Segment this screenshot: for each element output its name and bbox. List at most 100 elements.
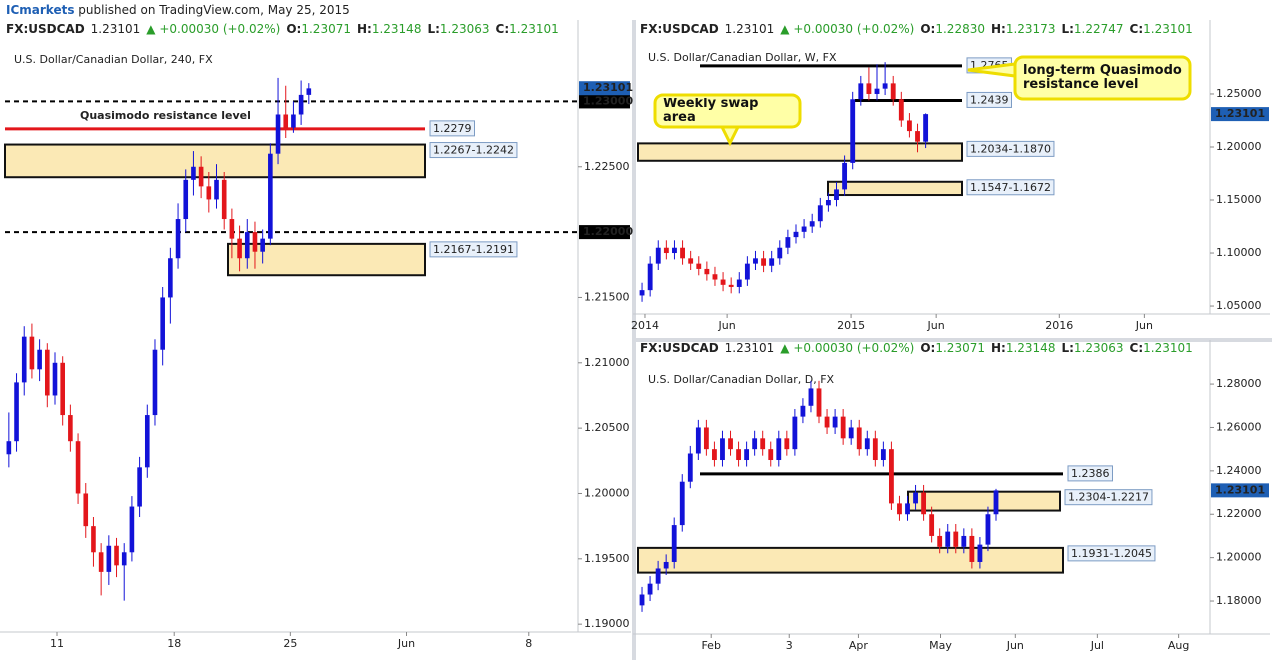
candle-body bbox=[712, 449, 717, 461]
candle-body bbox=[663, 247, 669, 254]
axis-level-box bbox=[579, 94, 630, 109]
quote-line: FX:USDCAD 1.23101 ▲ +0.00030 (+0.02%) O:1.2… bbox=[640, 22, 1193, 36]
candle-body bbox=[283, 114, 289, 128]
candle-body bbox=[14, 382, 19, 442]
field-value: 1.22747 bbox=[1074, 22, 1124, 36]
y-tick-label: 1.10000 bbox=[1216, 246, 1262, 259]
candle-body bbox=[704, 268, 710, 275]
candle-body bbox=[923, 114, 929, 142]
field-value: 1.23063 bbox=[440, 22, 490, 36]
candle-body bbox=[953, 531, 959, 547]
candle-body bbox=[52, 362, 58, 396]
candle-body bbox=[856, 427, 862, 450]
candle-body bbox=[252, 232, 258, 252]
candle-body bbox=[663, 561, 669, 569]
y-tick-label: 1.18000 bbox=[1216, 594, 1262, 607]
y-tick-label: 1.19500 bbox=[584, 552, 630, 565]
x-tick-label: 3 bbox=[786, 639, 793, 652]
y-tick-label: 1.20000 bbox=[1216, 551, 1262, 564]
candle-body bbox=[929, 514, 935, 536]
candle-body bbox=[639, 290, 645, 296]
zone-label-box bbox=[429, 142, 518, 159]
candle-body bbox=[137, 467, 142, 507]
y-tick-label: 1.21000 bbox=[584, 356, 630, 369]
candle-body bbox=[866, 83, 872, 94]
symbol: FX:USDCAD bbox=[640, 22, 719, 36]
last-price-label: 1.23101 bbox=[583, 81, 633, 94]
zone bbox=[637, 142, 963, 162]
field-label: O: bbox=[286, 22, 301, 36]
candle-body bbox=[221, 179, 227, 220]
candle-body bbox=[671, 525, 677, 562]
candle-body bbox=[752, 438, 758, 450]
field-label: H: bbox=[991, 22, 1006, 36]
last-price-box bbox=[1211, 483, 1269, 498]
chart-title: U.S. Dollar/Canadian Dollar, 240, FX bbox=[14, 53, 213, 66]
callout-text: Weekly swap area bbox=[663, 98, 759, 124]
x-tick-label: Jun bbox=[397, 637, 415, 650]
candle-body bbox=[639, 594, 645, 606]
candle-body bbox=[793, 231, 799, 238]
candle-body bbox=[816, 388, 822, 417]
axis-level-box bbox=[579, 225, 630, 240]
x-tick-label: Aug bbox=[1168, 639, 1189, 652]
candle-body bbox=[768, 449, 774, 461]
candle-body bbox=[890, 83, 896, 100]
field-value: 1.23101 bbox=[1143, 341, 1193, 355]
change: ▲ +0.00030 (+0.02%) bbox=[780, 341, 914, 355]
candle-body bbox=[937, 535, 943, 547]
candle-body bbox=[848, 427, 854, 439]
candle-body bbox=[769, 258, 775, 266]
candle-body bbox=[712, 274, 718, 280]
field-value: 1.23101 bbox=[509, 22, 559, 36]
x-tick-label: Jun bbox=[1135, 319, 1153, 332]
candle-body bbox=[785, 237, 791, 248]
axis-level-label: 1.22000 bbox=[583, 225, 633, 238]
candle-body bbox=[985, 514, 991, 545]
candle-body bbox=[808, 388, 814, 406]
candle-body bbox=[832, 416, 838, 428]
x-tick-label: 2014 bbox=[631, 319, 659, 332]
field-value: 1.22830 bbox=[935, 22, 985, 36]
candle-body bbox=[655, 568, 661, 584]
candle-body bbox=[44, 349, 50, 396]
candle-body bbox=[744, 449, 750, 461]
zone-label-box bbox=[966, 179, 1055, 196]
candle-body bbox=[850, 99, 856, 163]
chart-title: U.S. Dollar/Canadian Dollar, W, FX bbox=[648, 51, 837, 64]
zone-label-box bbox=[429, 241, 518, 258]
candle-body bbox=[874, 88, 880, 94]
candle-body bbox=[897, 503, 902, 515]
x-tick-label: May bbox=[929, 639, 952, 652]
panel-separator bbox=[632, 20, 636, 660]
candle-body bbox=[83, 493, 89, 527]
candle-body bbox=[37, 349, 42, 370]
candle-body bbox=[915, 131, 920, 142]
candle-body bbox=[106, 545, 112, 572]
candle-body bbox=[60, 362, 65, 416]
y-tick-label: 1.24000 bbox=[1216, 464, 1262, 477]
last-price-box bbox=[1211, 107, 1269, 122]
candle-body bbox=[672, 247, 677, 254]
field-value: 1.23071 bbox=[935, 341, 985, 355]
candle-body bbox=[945, 531, 951, 547]
x-tick-label: Jun bbox=[927, 319, 945, 332]
x-tick-label: 2015 bbox=[837, 319, 865, 332]
candle-body bbox=[858, 83, 864, 100]
candle-body bbox=[198, 166, 204, 187]
field-label: O: bbox=[920, 341, 935, 355]
x-tick-label: Feb bbox=[701, 639, 720, 652]
level-label-box bbox=[1067, 465, 1113, 482]
brand[interactable]: ICmarkets bbox=[6, 3, 74, 17]
candle-body bbox=[825, 200, 831, 206]
y-tick-label: 1.15000 bbox=[1216, 193, 1262, 206]
zone bbox=[4, 143, 426, 179]
field-label: C: bbox=[496, 22, 510, 36]
field-label: C: bbox=[1130, 22, 1144, 36]
candle-body bbox=[6, 441, 12, 455]
publish-line: ICmarkets published on TradingView.com, … bbox=[6, 3, 350, 17]
candle-body bbox=[298, 94, 304, 115]
symbol: FX:USDCAD bbox=[640, 341, 719, 355]
candle-body bbox=[760, 438, 766, 450]
level-label: 1.2279 bbox=[433, 122, 472, 135]
